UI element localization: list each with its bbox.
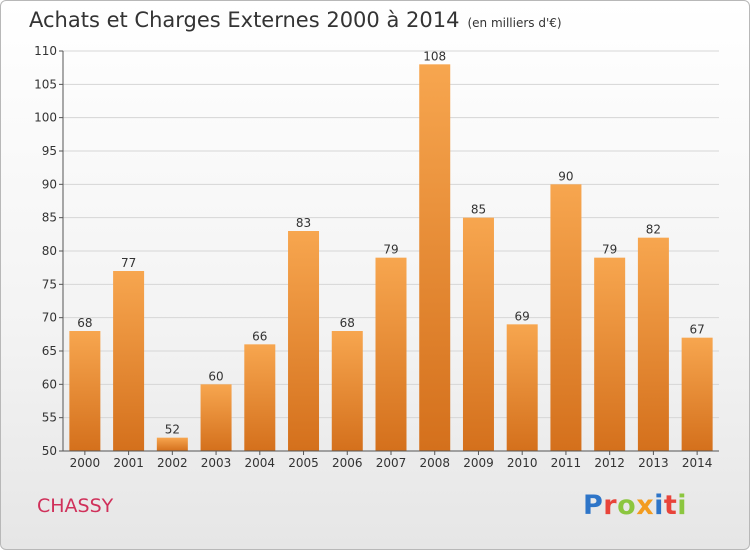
y-tick-label: 75 xyxy=(42,277,57,291)
bar-2005 xyxy=(288,231,320,451)
x-tick-label: 2013 xyxy=(638,456,669,470)
value-label: 108 xyxy=(423,49,446,63)
value-label: 67 xyxy=(689,323,704,337)
x-tick-label: 2003 xyxy=(201,456,232,470)
y-tick-label: 95 xyxy=(42,144,57,158)
y-tick-label: 65 xyxy=(42,344,57,358)
bar-2006 xyxy=(331,331,363,451)
y-tick-label: 105 xyxy=(34,77,57,91)
bar-2013 xyxy=(637,237,669,451)
bar-2009 xyxy=(462,217,494,451)
chart-unit: (en milliers d'€) xyxy=(467,16,562,30)
value-label: 60 xyxy=(208,369,223,383)
x-tick-label: 2010 xyxy=(507,456,538,470)
x-tick-label: 2006 xyxy=(332,456,363,470)
x-tick-label: 2007 xyxy=(376,456,407,470)
bar-2004 xyxy=(244,344,276,451)
x-tick-label: 2009 xyxy=(463,456,494,470)
value-label: 82 xyxy=(646,223,661,237)
logo-letter: i xyxy=(677,490,688,521)
value-label: 77 xyxy=(121,256,136,270)
bar-2011 xyxy=(550,184,582,452)
y-tick-label: 50 xyxy=(42,444,57,458)
x-tick-label: 2004 xyxy=(245,456,276,470)
logo-letter: t xyxy=(663,490,678,521)
x-tick-label: 2008 xyxy=(419,456,450,470)
x-tick-label: 2011 xyxy=(551,456,582,470)
bar-2012 xyxy=(594,257,626,451)
y-tick-label: 100 xyxy=(34,111,57,125)
bar-2002 xyxy=(156,437,188,451)
y-tick-label: 110 xyxy=(34,44,57,58)
logo-letter: x xyxy=(636,490,655,521)
chart-title: Achats et Charges Externes 2000 à 2014 xyxy=(29,8,460,32)
x-tick-label: 2001 xyxy=(113,456,144,470)
logo-letter: P xyxy=(583,490,604,521)
y-tick-label: 85 xyxy=(42,211,57,225)
bar-2001 xyxy=(113,271,145,451)
value-label: 90 xyxy=(558,169,573,183)
y-tick-label: 70 xyxy=(42,311,57,325)
bars: 68 77 52 60 66 83 68 79 108 85 69 90 79 82 67 xyxy=(69,49,713,452)
proxiti-logo: Proxiti xyxy=(583,490,687,521)
x-tick-label: 2002 xyxy=(157,456,188,470)
commune-name: CHASSY xyxy=(37,495,114,517)
x-tick-label: 2014 xyxy=(682,456,713,470)
value-label: 79 xyxy=(383,243,398,257)
x-tick-label: 2012 xyxy=(594,456,625,470)
value-label: 68 xyxy=(340,316,355,330)
value-label: 69 xyxy=(515,309,530,323)
chart-title-block: Achats et Charges Externes 2000 à 2014 (e… xyxy=(29,8,562,32)
bar-2010 xyxy=(506,324,538,451)
value-label: 85 xyxy=(471,203,486,217)
y-tick-label: 55 xyxy=(42,411,57,425)
value-label: 52 xyxy=(165,423,180,437)
y-tick-label: 80 xyxy=(42,244,57,258)
logo-letter: i xyxy=(654,490,664,521)
bar-2014 xyxy=(681,337,713,451)
x-tick-label: 2000 xyxy=(70,456,101,470)
value-label: 68 xyxy=(77,316,92,330)
bar-2003 xyxy=(200,384,232,451)
bar-2007 xyxy=(375,257,407,451)
x-tick-label: 2005 xyxy=(288,456,319,470)
y-tick-label: 90 xyxy=(42,177,57,191)
bar-2000 xyxy=(69,331,101,451)
logo-letter: r xyxy=(603,490,618,521)
bar-2008 xyxy=(419,64,451,452)
value-label: 83 xyxy=(296,216,311,230)
y-tick-label: 60 xyxy=(42,377,57,391)
value-label: 66 xyxy=(252,329,267,343)
value-label: 79 xyxy=(602,243,617,257)
axes: 50 55 60 65 70 75 80 85 90 95 100 105 110 2000 2001 200… xyxy=(34,44,719,470)
logo-letter: o xyxy=(617,490,637,521)
